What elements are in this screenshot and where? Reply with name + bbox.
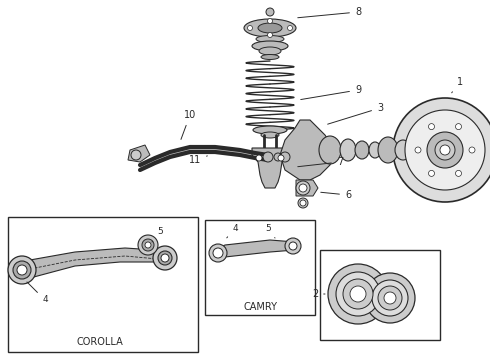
Text: 11: 11 bbox=[189, 155, 207, 165]
Polygon shape bbox=[128, 145, 150, 162]
Text: 8: 8 bbox=[298, 7, 361, 18]
Ellipse shape bbox=[378, 137, 398, 163]
Circle shape bbox=[209, 244, 227, 262]
Circle shape bbox=[456, 123, 462, 130]
Circle shape bbox=[298, 198, 308, 208]
Ellipse shape bbox=[244, 19, 296, 37]
Circle shape bbox=[247, 26, 252, 31]
Circle shape bbox=[266, 8, 274, 16]
Ellipse shape bbox=[253, 126, 287, 134]
Circle shape bbox=[153, 246, 177, 270]
Ellipse shape bbox=[395, 140, 411, 160]
Polygon shape bbox=[296, 180, 318, 196]
Polygon shape bbox=[20, 248, 165, 278]
Bar bbox=[320, 250, 440, 340]
Bar bbox=[8, 217, 198, 352]
Polygon shape bbox=[215, 240, 295, 260]
Text: 4: 4 bbox=[27, 282, 48, 305]
Circle shape bbox=[415, 147, 421, 153]
Ellipse shape bbox=[256, 36, 284, 42]
Circle shape bbox=[13, 261, 31, 279]
Circle shape bbox=[145, 242, 151, 248]
Circle shape bbox=[378, 286, 402, 310]
Circle shape bbox=[405, 110, 485, 190]
Bar bbox=[205, 220, 315, 315]
Circle shape bbox=[288, 26, 293, 31]
Ellipse shape bbox=[261, 132, 279, 138]
Ellipse shape bbox=[258, 23, 282, 33]
Circle shape bbox=[256, 155, 262, 161]
Circle shape bbox=[17, 265, 27, 275]
Circle shape bbox=[365, 273, 415, 323]
Circle shape bbox=[456, 170, 462, 176]
Circle shape bbox=[263, 152, 273, 162]
Text: 4: 4 bbox=[227, 224, 238, 238]
Text: 10: 10 bbox=[181, 110, 196, 139]
Circle shape bbox=[268, 32, 272, 37]
Circle shape bbox=[469, 147, 475, 153]
Text: 5: 5 bbox=[265, 224, 275, 238]
Circle shape bbox=[131, 150, 141, 160]
Circle shape bbox=[285, 238, 301, 254]
Circle shape bbox=[427, 132, 463, 168]
Text: 5: 5 bbox=[152, 228, 163, 242]
Circle shape bbox=[268, 18, 272, 23]
Ellipse shape bbox=[259, 47, 281, 55]
Text: 6: 6 bbox=[321, 190, 351, 200]
Ellipse shape bbox=[261, 54, 279, 59]
Text: 2: 2 bbox=[312, 289, 325, 299]
Text: CAMRY: CAMRY bbox=[243, 302, 277, 312]
Circle shape bbox=[296, 181, 310, 195]
Circle shape bbox=[384, 292, 396, 304]
Circle shape bbox=[343, 279, 373, 309]
Ellipse shape bbox=[355, 141, 369, 159]
Circle shape bbox=[278, 155, 284, 161]
Circle shape bbox=[300, 200, 306, 206]
Text: 1: 1 bbox=[452, 77, 463, 93]
Circle shape bbox=[336, 272, 380, 316]
Circle shape bbox=[372, 280, 408, 316]
Circle shape bbox=[158, 251, 172, 265]
Circle shape bbox=[138, 235, 158, 255]
Circle shape bbox=[213, 248, 223, 258]
Circle shape bbox=[328, 264, 388, 324]
Circle shape bbox=[440, 145, 450, 155]
Polygon shape bbox=[280, 120, 335, 180]
Ellipse shape bbox=[319, 136, 341, 164]
Text: 9: 9 bbox=[301, 85, 361, 100]
Circle shape bbox=[435, 140, 455, 160]
Text: 3: 3 bbox=[328, 103, 383, 124]
Polygon shape bbox=[252, 148, 288, 188]
Text: 7: 7 bbox=[298, 157, 343, 167]
Ellipse shape bbox=[369, 142, 381, 158]
Circle shape bbox=[289, 242, 297, 250]
Circle shape bbox=[161, 254, 169, 262]
Circle shape bbox=[393, 98, 490, 202]
Circle shape bbox=[142, 239, 154, 251]
Circle shape bbox=[428, 123, 435, 130]
Text: COROLLA: COROLLA bbox=[76, 337, 123, 347]
Circle shape bbox=[299, 184, 307, 192]
Circle shape bbox=[428, 170, 435, 176]
Circle shape bbox=[350, 286, 366, 302]
Ellipse shape bbox=[340, 139, 356, 161]
Ellipse shape bbox=[252, 41, 288, 51]
Circle shape bbox=[8, 256, 36, 284]
